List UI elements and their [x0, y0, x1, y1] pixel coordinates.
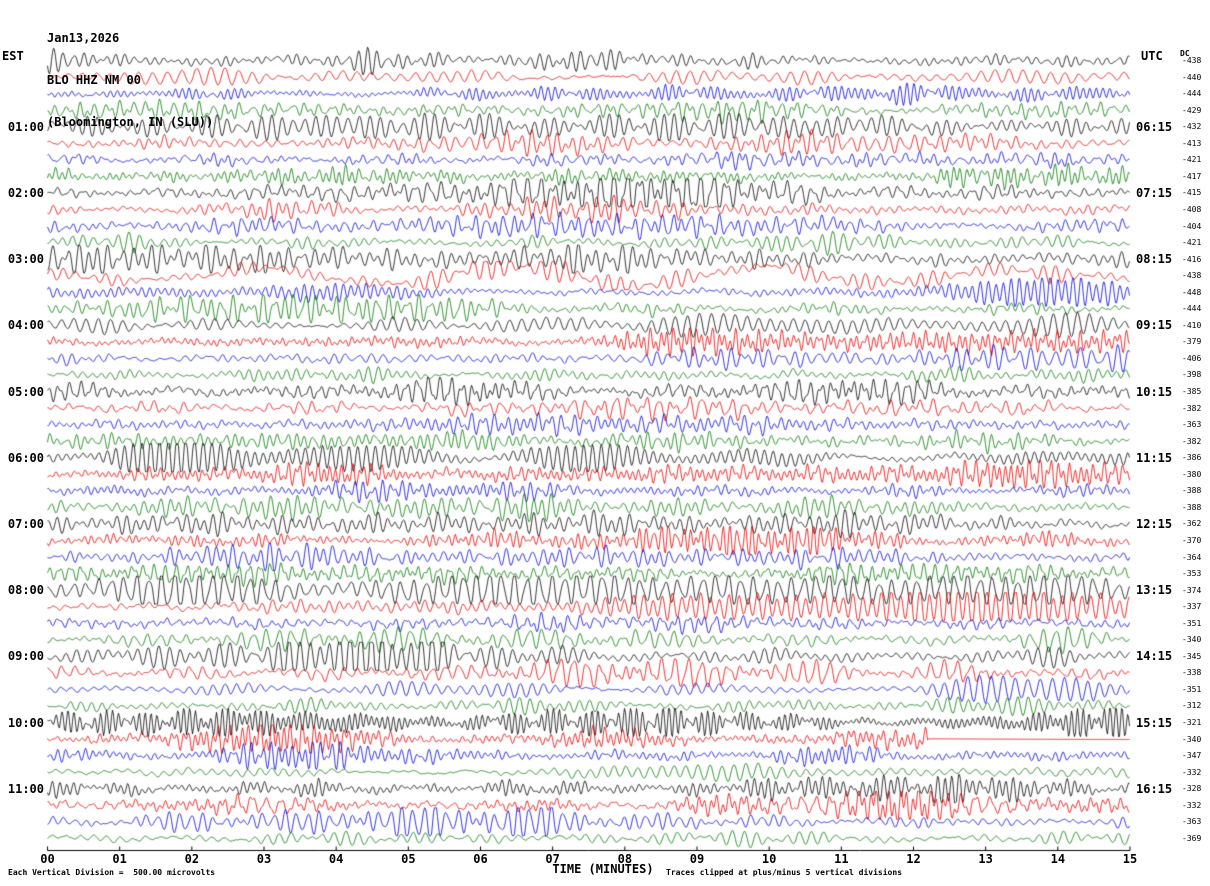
dc-offset-value: -379 — [1182, 337, 1202, 347]
x-axis-tick-label: 07 — [545, 852, 560, 866]
dc-offset-value: -421 — [1182, 155, 1202, 165]
x-axis-tick-label: 14 — [1050, 852, 1066, 866]
dc-offset-value: -429 — [1182, 105, 1202, 115]
dc-offset-value: -374 — [1182, 585, 1202, 595]
dc-offset-value: -440 — [1182, 72, 1202, 82]
header-location: (Bloomington, IN (SLU)) — [47, 115, 214, 129]
dc-offset-value: -388 — [1182, 502, 1202, 512]
utc-hour-label: 09:15 — [1136, 318, 1173, 333]
utc-hour-label: 06:15 — [1136, 119, 1173, 134]
dc-offset-value: -398 — [1182, 370, 1202, 380]
dc-offset-value: -388 — [1182, 486, 1202, 496]
dc-offset-value: -404 — [1182, 221, 1202, 231]
dc-offset-value: -421 — [1182, 238, 1202, 248]
est-hour-label: 10:00 — [7, 715, 44, 730]
left-timezone-label: EST — [2, 49, 24, 63]
x-axis-tick-label: 10 — [761, 852, 777, 866]
dc-offset-value: -413 — [1182, 138, 1202, 148]
dc-offset-value: -432 — [1182, 122, 1202, 132]
x-axis-tick-label: 04 — [328, 852, 344, 866]
dc-offset-value: -332 — [1182, 800, 1202, 810]
dc-offset-value: -444 — [1182, 304, 1202, 314]
utc-hour-label: 07:15 — [1136, 185, 1173, 200]
x-axis-tick-label: 11 — [834, 852, 849, 866]
dc-offset-value: -370 — [1182, 535, 1202, 545]
est-hour-label: 03:00 — [7, 252, 44, 267]
utc-hour-label: 11:15 — [1136, 450, 1173, 465]
header-station: BLO HHZ NM 00 — [47, 73, 141, 87]
dc-offset-value: -382 — [1182, 403, 1202, 413]
dc-offset-value: -416 — [1182, 254, 1202, 264]
utc-hour-label: 14:15 — [1136, 649, 1173, 664]
x-axis-title: TIME (MINUTES) — [552, 862, 654, 876]
dc-offset-value: -345 — [1182, 651, 1202, 661]
dc-offset-value: -353 — [1182, 569, 1202, 579]
header-date: Jan13,2026 — [47, 31, 120, 45]
est-hour-label: 01:00 — [7, 119, 44, 134]
utc-hour-label: 16:15 — [1136, 781, 1173, 796]
dc-offset-value: -337 — [1182, 602, 1202, 612]
est-hour-label: 02:00 — [7, 185, 44, 200]
x-axis-tick-label: 15 — [1122, 852, 1138, 866]
est-hour-label: 08:00 — [7, 583, 44, 598]
dc-offset-value: -444 — [1182, 89, 1202, 99]
dc-column-label: DC — [1180, 49, 1190, 58]
right-timezone-label: UTC — [1141, 49, 1163, 63]
dc-offset-value: -448 — [1182, 287, 1202, 297]
dc-offset-value: -408 — [1182, 204, 1202, 214]
dc-offset-value: -415 — [1182, 188, 1202, 198]
dc-offset-value: -362 — [1182, 519, 1202, 529]
x-axis-tick-label: 00 — [40, 852, 55, 866]
dc-offset-value: -312 — [1182, 701, 1202, 711]
est-hour-label: 04:00 — [7, 318, 44, 333]
dc-offset-value: -364 — [1182, 552, 1202, 562]
x-axis-tick-label: 12 — [906, 852, 921, 866]
dc-offset-value: -351 — [1182, 684, 1202, 694]
est-hour-label: 11:00 — [7, 781, 44, 796]
dc-offset-value: -382 — [1182, 436, 1202, 446]
dc-offset-value: -321 — [1182, 718, 1202, 727]
dc-offset-value: -363 — [1182, 420, 1202, 430]
dc-offset-value: -328 — [1182, 784, 1202, 794]
dc-offset-value: -363 — [1182, 817, 1202, 827]
dc-offset-value: -385 — [1182, 387, 1202, 396]
x-axis-tick-label: 03 — [256, 852, 272, 866]
dc-offset-value: -332 — [1182, 767, 1202, 777]
utc-hour-label: 10:15 — [1136, 384, 1173, 399]
dc-offset-value: -340 — [1182, 734, 1202, 744]
est-hour-label: 09:00 — [7, 649, 44, 664]
dc-offset-value: -406 — [1182, 353, 1202, 363]
x-axis-tick-label: 05 — [401, 852, 416, 866]
x-axis-tick-label: 01 — [112, 852, 127, 866]
clip-note: Traces clipped at plus/minus 5 vertical … — [666, 868, 903, 877]
utc-hour-label: 12:15 — [1136, 516, 1173, 531]
dc-offset-value: -438 — [1182, 271, 1202, 281]
dc-offset-value: -351 — [1182, 618, 1202, 628]
dc-offset-value: -340 — [1182, 635, 1202, 645]
utc-hour-label: 15:15 — [1136, 715, 1173, 730]
est-hour-label: 05:00 — [7, 384, 44, 399]
dc-offset-value: -380 — [1182, 469, 1202, 479]
x-axis-tick-label: 02 — [184, 852, 200, 866]
scale-note: Each Vertical Division = 500.00 microvol… — [8, 868, 216, 877]
x-axis-tick-label: 09 — [689, 852, 705, 866]
dc-offset-value: -438 — [1182, 56, 1202, 65]
dc-offset-value: -417 — [1182, 171, 1202, 181]
x-axis-tick-label: 13 — [978, 852, 993, 866]
dc-offset-value: -410 — [1182, 320, 1202, 330]
dc-offset-value: -386 — [1182, 453, 1202, 463]
dc-offset-value: -338 — [1182, 668, 1202, 678]
utc-hour-label: 08:15 — [1136, 252, 1173, 267]
plot-header: Jan13,2026 BLO HHZ NM 00 (Bloomington, I… — [47, 3, 213, 157]
x-axis-tick-label: 06 — [473, 852, 488, 866]
est-hour-label: 07:00 — [7, 516, 44, 531]
dc-offset-value: -369 — [1182, 833, 1202, 843]
dc-offset-value: -347 — [1182, 751, 1202, 761]
x-axis-tick-label: 08 — [617, 852, 633, 866]
utc-hour-label: 13:15 — [1136, 583, 1173, 598]
est-hour-label: 06:00 — [7, 450, 44, 465]
